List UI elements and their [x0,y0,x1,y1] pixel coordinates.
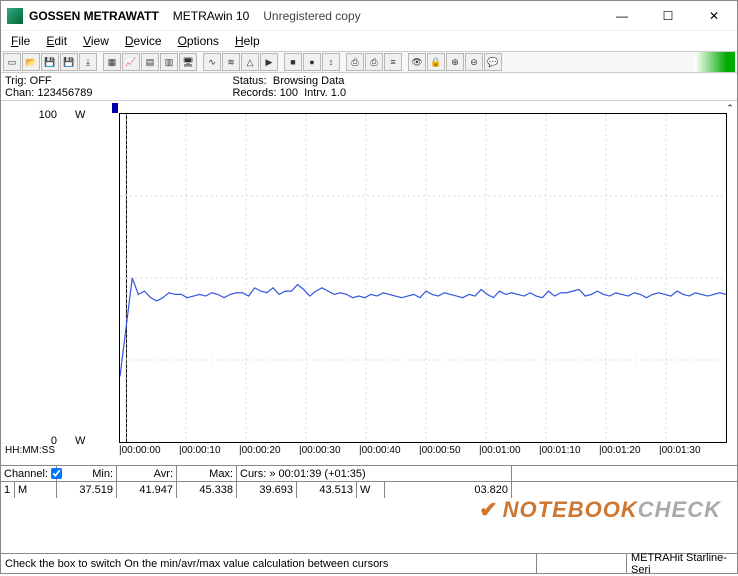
toolbar-rows-button[interactable]: ≡ [384,53,402,71]
x-tick: |00:00:00 [119,445,161,456]
x-tick: |00:01:30 [659,445,701,456]
toolbar-export-button[interactable]: ⤓ [79,53,97,71]
th-curs-label: Curs: » [240,468,275,480]
toolbar-table-button[interactable]: ▦ [103,53,121,71]
menu-view[interactable]: View [77,33,115,49]
x-axis-label: HH:MM:SS [5,445,55,456]
td-c1: 39.693 [237,482,297,498]
chan-label: Chan: [5,87,34,99]
interval-value: 1.0 [331,87,346,99]
interval-label: Intrv. [304,87,328,99]
brand-text: GOSSEN METRAWATT [29,9,159,23]
table-header: Channel: Min: Avr: Max: Curs: » 00:01:39… [1,466,737,482]
toolbar-file-button[interactable]: ▭ [3,53,21,71]
th-min: Min: [57,466,117,481]
records-value: 100 [280,87,298,99]
toolbar-stop-button[interactable]: ■ [284,53,302,71]
y-axis: 100 0 [1,101,61,443]
menu-help[interactable]: Help [229,33,266,49]
trig-value: OFF [30,75,52,87]
toolbar-zout-button[interactable]: ⊖ [465,53,483,71]
toolbar-lock-button[interactable]: 🔒 [427,53,445,71]
y-tick-max: 100 [39,109,57,121]
td-avr: 41.947 [117,482,177,498]
chan-value: 123456789 [37,87,92,99]
th-avr: Avr: [117,466,177,481]
data-table: Channel: Min: Avr: Max: Curs: » 00:01:39… [1,465,737,520]
app-name: METRAwin 10 [173,9,249,23]
toolbar-chat-button[interactable]: 💬 [484,53,502,71]
toolbar-play-button[interactable]: ▶ [260,53,278,71]
y-unit-top: W [75,109,85,121]
close-button[interactable]: ✕ [691,1,737,31]
toolbar-tri-button[interactable]: △ [241,53,259,71]
title-bar: GOSSEN METRAWATT METRAwin 10 Unregistere… [1,1,737,31]
menu-file[interactable]: File [5,33,36,49]
table-row: 1 M 37.519 41.947 45.338 39.693 43.513 W… [1,482,737,498]
th-channel: Channel: [4,468,48,480]
menu-device[interactable]: Device [119,33,168,49]
toolbar-print2-button[interactable]: ⎙ [365,53,383,71]
records-label: Records: [232,87,276,99]
chart-area: ⌃ 100 0 W W HH:MM:SS |00:00:00|00:00:10|… [1,101,737,465]
x-tick: |00:00:50 [419,445,461,456]
th-max: Max: [177,466,237,481]
status-left: Check the box to switch On the min/avr/m… [1,554,537,573]
toolbar-zin-button[interactable]: ⊕ [446,53,464,71]
minimize-button[interactable]: — [599,1,645,31]
info-col-left: Trig: OFF Chan: 123456789 [5,75,92,98]
x-tick: |00:01:00 [479,445,521,456]
td-extra: 03.820 [385,482,512,498]
toolbar-signal-button[interactable]: ≋ [222,53,240,71]
toolbar-sine-button[interactable]: ∿ [203,53,221,71]
x-tick: |00:00:20 [239,445,281,456]
toolbar-grid2-button[interactable]: ▥ [160,53,178,71]
plot-region[interactable] [119,113,727,443]
x-tick: |00:01:20 [599,445,641,456]
toolbar-chart-button[interactable]: 📈 [122,53,140,71]
th-curs-value: 00:01:39 (+01:35) [279,468,366,480]
trig-label: Trig: [5,75,27,87]
info-col-right: Status: Browsing Data Records: 100 Intrv… [232,75,346,98]
x-tick: |00:01:10 [539,445,581,456]
x-tick: |00:00:10 [179,445,221,456]
toolbar-rec-button[interactable]: ● [303,53,321,71]
td-c2: 43.513 [297,482,357,498]
toolbar-pc-button[interactable]: 🖥 [179,53,197,71]
td-min: 37.519 [57,482,117,498]
status-right: METRAHit Starline-Seri [627,554,737,573]
toolbar-save-button[interactable]: 💾 [41,53,59,71]
license-status: Unregistered copy [263,9,360,23]
td-m: M [15,482,57,498]
x-tick: |00:00:30 [299,445,341,456]
td-unit: W [357,482,385,498]
x-tick: |00:00:40 [359,445,401,456]
toolbar-cursor-button[interactable]: ↕ [322,53,340,71]
activity-indicator [695,52,735,72]
status-bar: Check the box to switch On the min/avr/m… [1,553,737,573]
cursor-handle[interactable] [112,103,118,113]
menu-bar: File Edit View Device Options Help [1,31,737,51]
x-axis: HH:MM:SS |00:00:00 |00:00:10 |00:00:20 |00:… [1,443,727,465]
toolbar-open-button[interactable]: 📂 [22,53,40,71]
status-center [537,554,627,573]
status-value: Browsing Data [273,75,345,87]
toolbar-save2-button[interactable]: 💾 [60,53,78,71]
toolbar-grid-button[interactable]: ▤ [141,53,159,71]
window-controls: — ☐ ✕ [599,1,737,31]
td-max: 45.338 [177,482,237,498]
toolbar-eye-button[interactable]: 👁 [408,53,426,71]
app-icon [7,8,23,24]
toolbar-print-button[interactable]: ⎙ [346,53,364,71]
menu-edit[interactable]: Edit [40,33,73,49]
maximize-button[interactable]: ☐ [645,1,691,31]
table-empty-row [1,498,737,520]
menu-options[interactable]: Options [172,33,225,49]
td-ch: 1 [1,482,15,498]
info-bar: Trig: OFF Chan: 123456789 Status: Browsi… [1,73,737,101]
status-label: Status: [232,75,266,87]
toolbar: ▭📂💾💾⤓▦📈▤▥🖥∿≋△▶■●↕⎙⎙≡👁🔒⊕⊖💬 [1,51,737,73]
